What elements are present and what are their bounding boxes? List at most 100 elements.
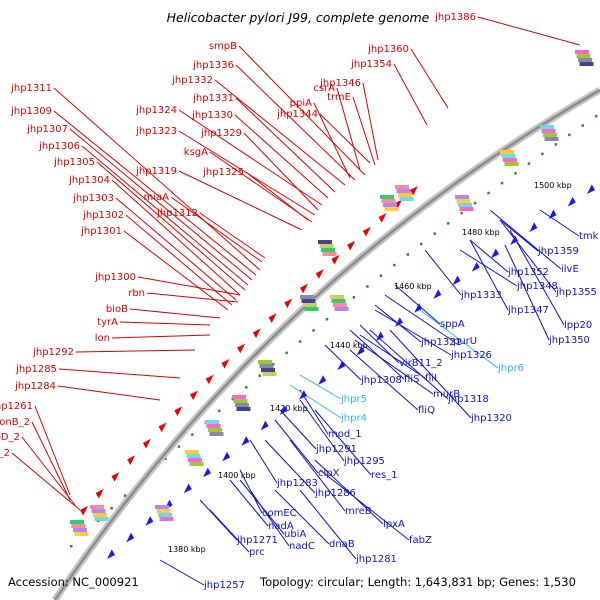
gene-block <box>156 509 171 513</box>
gene-block <box>541 129 556 133</box>
gc-dot <box>420 242 423 246</box>
gene-leader-line <box>424 249 462 296</box>
gene-leader-line <box>274 489 330 545</box>
map-title: Helicobacter pylori J99, complete genome <box>167 10 430 25</box>
gene-label: jhp1284 <box>14 381 56 392</box>
gene-label: nadA <box>268 521 294 532</box>
gene-label-lines <box>11 16 581 586</box>
gene-leader-line <box>11 452 81 511</box>
gene-leader-line <box>354 339 434 395</box>
gene-leader-line <box>249 489 290 547</box>
gene-label: exbB_2 <box>0 448 10 459</box>
gene-arrow <box>347 240 356 251</box>
gc-dot <box>245 386 248 389</box>
gene-label: jhp1285 <box>15 364 57 375</box>
gene-block <box>70 520 84 524</box>
gene-arrow <box>126 532 135 543</box>
gene-leader-line <box>319 113 371 164</box>
gene-block <box>259 364 274 368</box>
gene-block <box>398 193 412 197</box>
gene-block <box>381 199 396 203</box>
gene-leader-line <box>489 209 562 270</box>
gene-block <box>383 203 397 207</box>
gene-label: jhp1354 <box>350 59 392 70</box>
accession-text: Accession: NC_000921 <box>8 575 139 589</box>
gc-dot <box>514 172 517 175</box>
gene-arrow <box>510 235 519 246</box>
gene-label: clpX <box>318 468 340 479</box>
gene-leader-line <box>299 374 342 400</box>
gene-leader-line <box>349 329 405 380</box>
gene-label: lpp20 <box>564 320 592 331</box>
gene-block <box>91 509 106 513</box>
gc-dot <box>110 506 113 510</box>
gene-leader-line <box>31 421 71 501</box>
gene-leader-line <box>245 171 309 221</box>
gene-arrow <box>284 298 293 309</box>
gene-block <box>188 458 202 462</box>
gene-label: jhp1309 <box>10 106 52 117</box>
gc-dot <box>312 329 315 332</box>
gene-arrow <box>315 269 324 279</box>
gene-label: res_1 <box>371 470 398 481</box>
gc-dot <box>460 211 463 215</box>
gc-dot <box>164 457 167 461</box>
gene-block <box>500 150 514 154</box>
gene-leader-line <box>336 87 361 171</box>
gc-dot <box>595 115 598 118</box>
gene-arrow <box>567 196 576 207</box>
gene-leader-line <box>234 114 329 199</box>
gene-leader-line <box>21 436 76 506</box>
gc-dot <box>325 318 329 321</box>
gene-label: jhp1311 <box>10 83 52 94</box>
gene-leader-line <box>374 309 452 356</box>
gene-label: jhp1303 <box>72 193 114 204</box>
gene-leader-line <box>115 197 237 301</box>
tick-label: 1420 kbp <box>270 404 308 413</box>
gene-label: jhp1292 <box>32 347 74 358</box>
gene-block <box>94 517 109 521</box>
gene-arrow <box>252 328 261 339</box>
gene-block <box>189 462 204 466</box>
gene-leader-line <box>279 409 317 450</box>
gc-dot <box>568 133 571 137</box>
gene-leader-line <box>238 45 366 176</box>
gene-label: miaA <box>144 192 170 203</box>
gene-arrow <box>395 317 403 327</box>
gene-label: jhp1331 <box>192 93 234 104</box>
gene-arrow <box>174 406 183 417</box>
gene-block <box>235 403 249 407</box>
gene-block <box>232 395 246 399</box>
gene-leader-line <box>235 64 356 181</box>
gene-leader-line <box>81 145 249 286</box>
gene-label: bioB <box>106 304 128 315</box>
gene-block <box>333 303 347 307</box>
gene-leader-line <box>53 110 257 276</box>
gene-label: jhp1325 <box>202 167 244 178</box>
gene-leader-line <box>384 294 454 342</box>
gene-label: jhp1333 <box>460 290 502 301</box>
gene-label: ksgA <box>184 147 208 158</box>
gene-leader-line <box>289 439 346 512</box>
gene-arrow <box>375 331 384 342</box>
genome-backbone-core <box>53 88 600 600</box>
gene-arrow <box>452 275 461 286</box>
genome-summary: Topology: circular; Length: 1,643,831 bp… <box>259 575 576 589</box>
gene-label: purU <box>453 336 477 347</box>
gene-label: fabZ <box>409 535 432 546</box>
gene-leader-line <box>319 469 410 541</box>
gene-arrow <box>299 390 307 400</box>
gc-dot <box>298 340 302 343</box>
gene-arrow <box>107 549 115 559</box>
gene-label: mod_1 <box>328 429 362 440</box>
gene-arrow <box>529 222 538 232</box>
gene-block <box>456 199 471 203</box>
gene-label: jhp1281 <box>355 554 397 565</box>
gene-arrow <box>241 436 250 446</box>
gene-leader-line <box>170 196 263 263</box>
gene-label: tmk <box>579 231 599 242</box>
gc-dot <box>393 263 396 267</box>
gene-leader-line <box>349 349 419 411</box>
gene-block <box>318 240 332 244</box>
